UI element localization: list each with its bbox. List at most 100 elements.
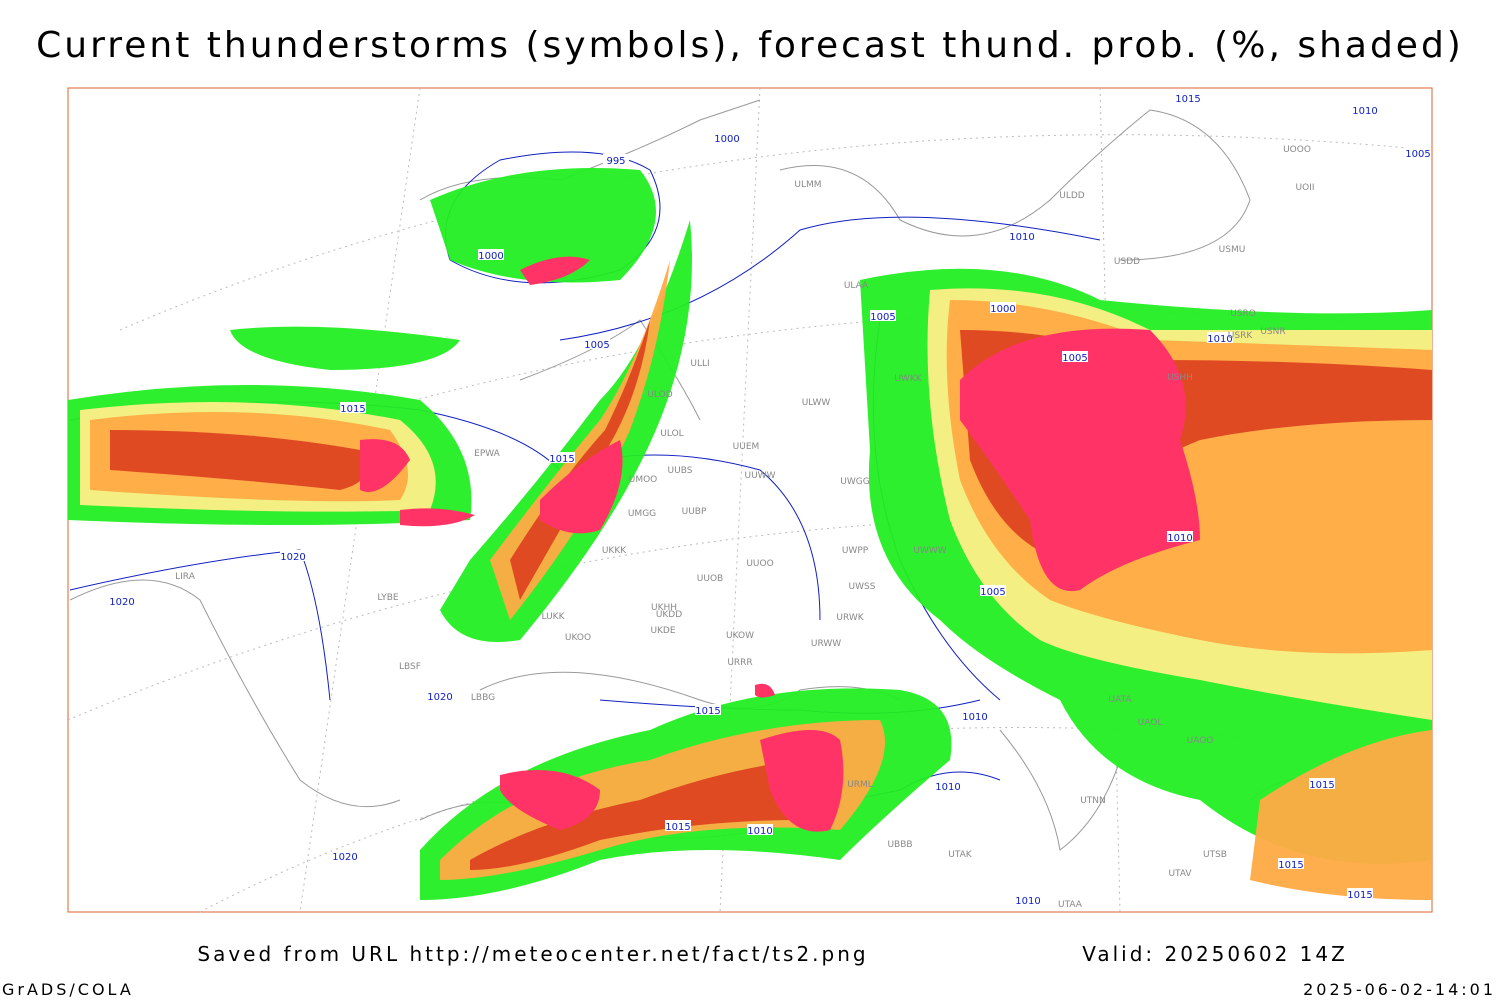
- valid-time: Valid: 20250602 14Z: [1082, 942, 1348, 966]
- station-code: UWSS: [849, 582, 876, 592]
- isobar-label: 1015: [340, 404, 365, 415]
- isobar-label-bg: [714, 132, 740, 143]
- isobar-label: 1015: [1175, 94, 1200, 105]
- source-url: Saved from URL http://meteocenter.net/fa…: [197, 942, 868, 966]
- isobar-label-bg: [280, 550, 306, 561]
- isobar-label-bg: [1352, 104, 1378, 115]
- isobar-label: 1015: [1278, 860, 1303, 871]
- station-code: ULMM: [794, 180, 821, 190]
- isobar-label-bg: [340, 402, 366, 413]
- isobar-label-bg: [747, 824, 773, 835]
- isobar-label: 1005: [1062, 353, 1087, 364]
- station-code: UUEM: [733, 442, 760, 452]
- station-code: URML: [847, 780, 873, 790]
- thunderstorm-areas: [360, 256, 1200, 832]
- station-code: LBBG: [471, 693, 495, 703]
- station-code: UAOO: [1187, 736, 1214, 746]
- isobar-label: 1010: [1167, 533, 1192, 544]
- station-code: USRO: [1230, 309, 1256, 319]
- station-code: UTAV: [1168, 869, 1192, 879]
- timestamp: 2025-06-02-14:01: [1303, 980, 1496, 999]
- isobar-label: 1020: [427, 692, 452, 703]
- isobar-label-bg: [1175, 92, 1201, 103]
- title: Current thunderstorms (symbols), forecas…: [36, 25, 1464, 66]
- isobar-label-bg: [584, 338, 610, 349]
- isobar-label-bg: [990, 302, 1016, 313]
- station-code: USDD: [1114, 257, 1140, 267]
- station-code: UKDE: [650, 626, 675, 636]
- station-code: UTSB: [1203, 850, 1227, 860]
- isobar-label: 1005: [980, 587, 1005, 598]
- isobar-label-bg: [1009, 230, 1035, 241]
- isobar-label: 1015: [665, 822, 690, 833]
- station-code: UWKK: [894, 374, 922, 384]
- isobar-label-bg: [695, 704, 721, 715]
- station-code: USRK: [1228, 331, 1254, 341]
- station-code: ULWW: [802, 398, 831, 408]
- isobar-label: 1000: [714, 134, 739, 145]
- station-code: UKDD: [656, 610, 682, 620]
- station-code: UKKK: [602, 546, 627, 556]
- station-code: ULLI: [690, 359, 709, 369]
- isobar-label: 1000: [478, 251, 503, 262]
- isobar-label-bg: [549, 452, 575, 463]
- station-code: UWGG: [840, 477, 869, 487]
- station-code: ULAA: [844, 281, 869, 291]
- isobar-label: 1015: [1347, 890, 1372, 901]
- credit: GrADS/COLA: [2, 980, 134, 999]
- station-code: LYBE: [377, 593, 398, 603]
- isobar-label: 1005: [1405, 149, 1430, 160]
- station-code: LUKK: [542, 612, 566, 622]
- station-code: UWPP: [842, 546, 869, 556]
- isobar-label-bg: [478, 249, 504, 260]
- station-code: UAOL: [1138, 718, 1163, 728]
- isobar-label: 995: [606, 156, 625, 167]
- isobar-label: 1015: [549, 454, 574, 465]
- isobar-label: 1000: [990, 304, 1015, 315]
- station-code: USMU: [1219, 245, 1246, 255]
- station-code: LBSF: [399, 662, 421, 672]
- isobar-label-bg: [935, 780, 961, 791]
- station-code: UUBP: [682, 507, 707, 517]
- isobar-label: 1010: [1352, 106, 1377, 117]
- station-code: UKOO: [565, 633, 591, 643]
- isobar-label: 1015: [695, 706, 720, 717]
- station-code: UUBS: [668, 466, 693, 476]
- isobar-label: 1005: [584, 340, 609, 351]
- isobar-label-bg: [1015, 894, 1041, 905]
- station-code: URWK: [836, 613, 864, 623]
- station-code: ULOL: [660, 429, 683, 439]
- isobar-label-bg: [1347, 888, 1373, 899]
- station-code: USHH: [1167, 373, 1193, 383]
- station-code: UUWW: [745, 471, 776, 481]
- station-code: UOOO: [1283, 145, 1311, 155]
- isobar-label-bg: [665, 820, 691, 831]
- station-code: UATA: [1108, 695, 1132, 705]
- isobar-label-bg: [1309, 778, 1335, 789]
- station-code: USNR: [1260, 327, 1285, 337]
- isobar-label-bg: [1062, 351, 1088, 362]
- isobar-label: 1010: [747, 826, 772, 837]
- station-code: ULOD: [647, 390, 672, 400]
- station-code: UMOO: [629, 475, 658, 485]
- station-code: UWWW: [913, 546, 946, 556]
- isobar-label: 1010: [935, 782, 960, 793]
- station-code: UOII: [1296, 183, 1315, 193]
- station-code: URRR: [727, 658, 752, 668]
- isobar-label-bg: [1405, 147, 1431, 158]
- station-code: URWW: [811, 639, 841, 649]
- station-code: UKOW: [726, 631, 754, 641]
- station-code: UUOB: [697, 574, 723, 584]
- isobar-label-bg: [427, 690, 453, 701]
- station-code: UTNN: [1080, 796, 1106, 806]
- station-code: ULDD: [1059, 191, 1085, 201]
- isobar-label-bg: [109, 595, 135, 606]
- isobar-label-bg: [332, 850, 358, 861]
- isobar-label: 1005: [870, 312, 895, 323]
- station-code: UTAA: [1058, 900, 1083, 910]
- isobar-label-bg: [603, 154, 629, 165]
- isobar-label-bg: [1207, 332, 1233, 343]
- isobar-label: 1020: [280, 552, 305, 563]
